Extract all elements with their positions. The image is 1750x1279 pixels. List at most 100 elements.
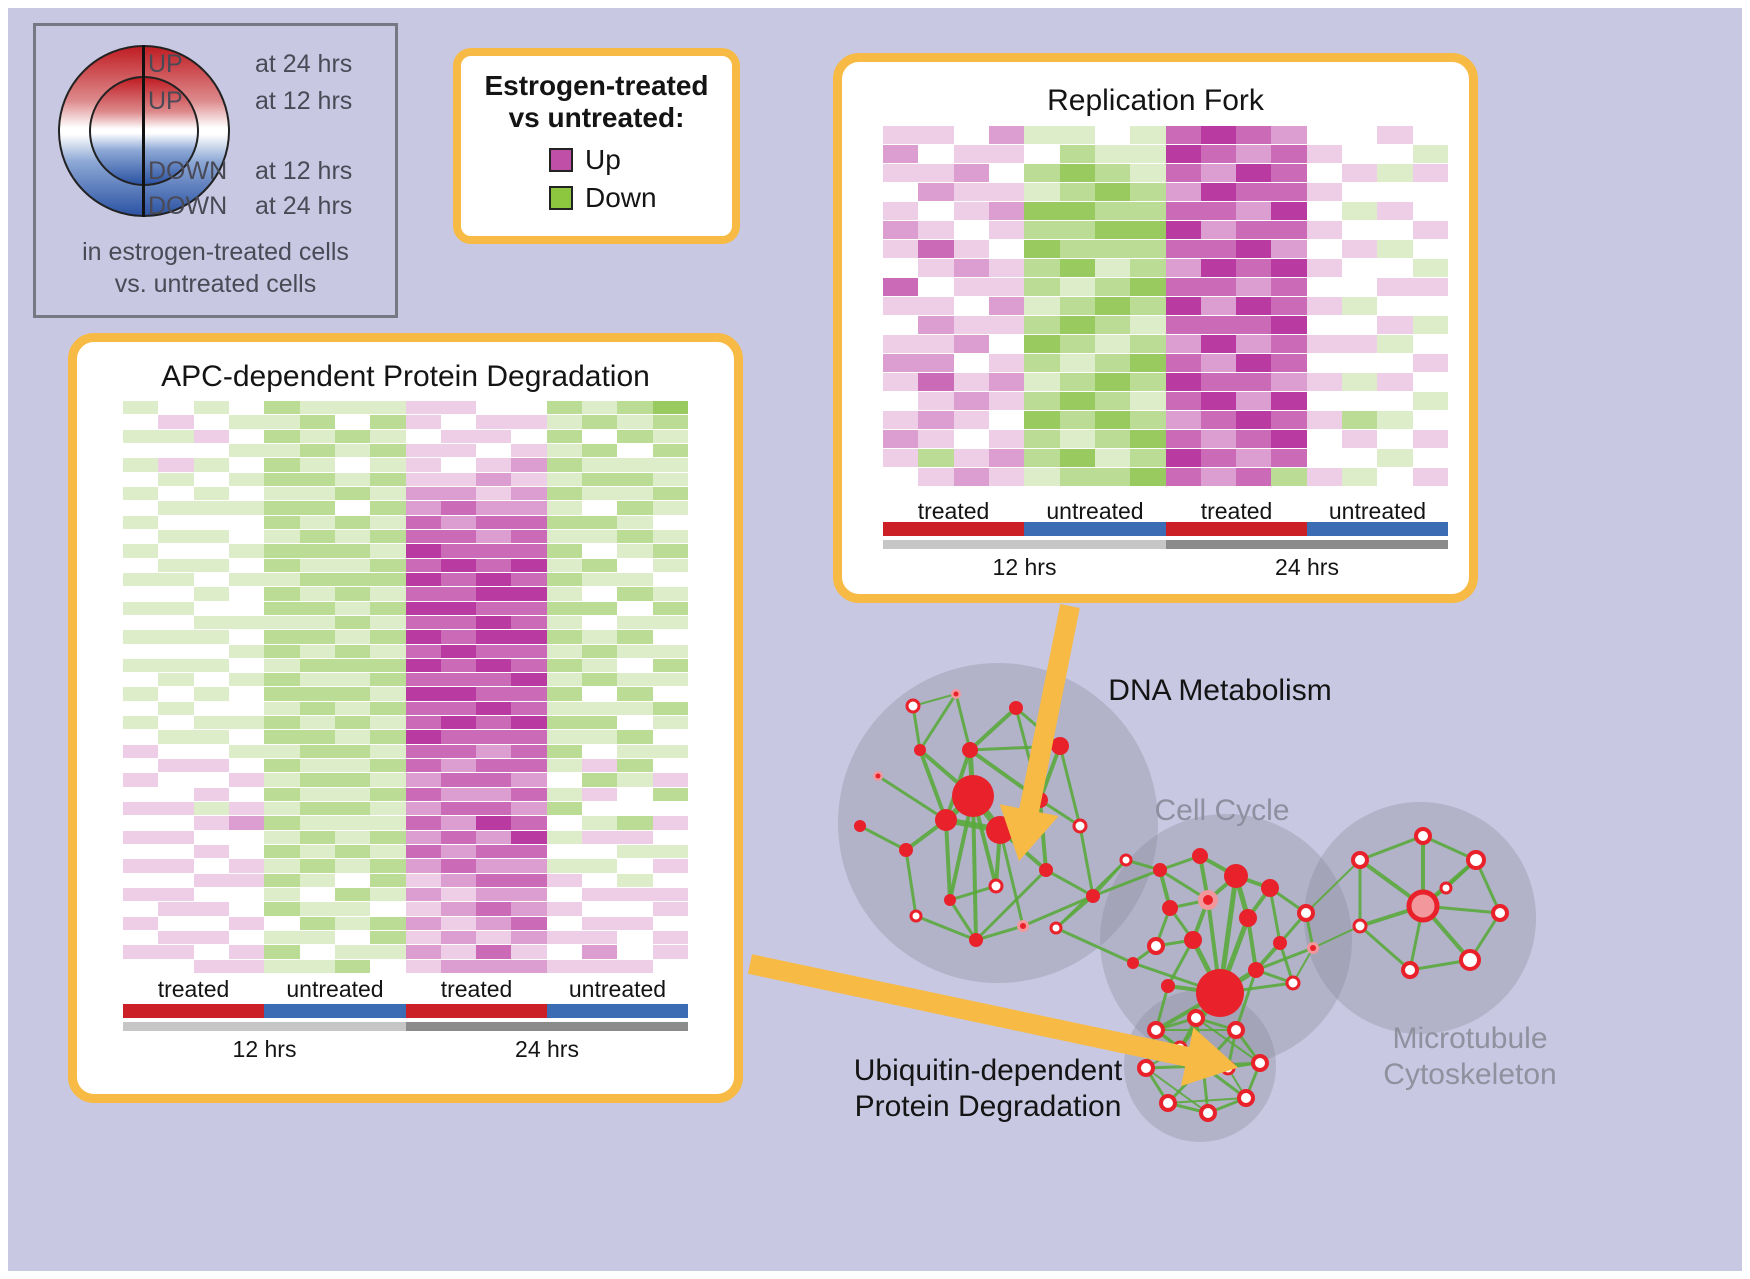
heatmap-cell [123, 744, 159, 759]
heatmap-cell [264, 572, 300, 587]
heatmap-cell [1236, 259, 1272, 277]
heatmap-cell [405, 501, 441, 515]
heatmap-cell [370, 816, 406, 830]
heatmap-cell [1342, 392, 1378, 410]
heatmap-cell [511, 916, 547, 931]
heatmap-cell [123, 458, 159, 472]
heatmap-cell [264, 859, 300, 873]
heatmap-cell [405, 458, 441, 472]
heatmap-cell [123, 558, 159, 572]
heatmap-cell [511, 687, 547, 701]
heatmap-cell [617, 558, 653, 572]
heatmap-cell [158, 816, 194, 830]
heatmap-cell [476, 687, 512, 701]
heatmap-cell [1306, 392, 1343, 410]
heatmap-cell [918, 183, 954, 201]
annotation-arrow [747, 954, 1238, 1087]
heatmap-cell [546, 931, 583, 945]
heatmap-cell [123, 759, 159, 773]
ring-divider-line [142, 45, 145, 217]
heatmap-cell [1306, 202, 1343, 220]
heatmap-cell [652, 759, 688, 773]
heatmap-cell [652, 773, 688, 787]
network-edge [904, 849, 918, 917]
heatmap-cell [1024, 411, 1060, 429]
heatmap-cell [1059, 145, 1095, 163]
heatmap-cell [334, 802, 371, 816]
heatmap-cell [652, 544, 688, 558]
heatmap-cell [370, 429, 406, 443]
heatmap-cell [1130, 145, 1166, 163]
heatmap-cell [299, 701, 335, 716]
heatmap-cell [617, 773, 653, 787]
heatmap-cell [1412, 430, 1448, 448]
heatmap-cell [652, 873, 688, 888]
heatmap-cell [1130, 221, 1166, 239]
network-edge [1359, 924, 1411, 972]
heatmap-cell [476, 601, 512, 615]
heatmap-cell [918, 449, 954, 467]
heatmap-cell [1059, 316, 1095, 334]
heatmap-cell [652, 859, 688, 873]
heatmap-cell [264, 544, 300, 558]
apc-heatmap [123, 401, 688, 973]
heatmap-cell [123, 830, 159, 845]
heatmap-cell [1412, 373, 1448, 391]
heatmap-cell [617, 802, 653, 816]
heatmap-cell [370, 630, 406, 644]
heatmap-cell [299, 931, 335, 945]
heatmap-cell [582, 787, 618, 802]
heatmap-cell [1271, 373, 1307, 391]
heatmap-cell [1200, 316, 1237, 334]
heatmap-cell [1059, 126, 1095, 144]
heatmap-cell [1130, 183, 1166, 201]
network-edge [918, 693, 958, 751]
heatmap-cell [299, 959, 335, 973]
treated-bar [123, 1004, 264, 1018]
heatmap-cell [264, 601, 300, 615]
heatmap-cell [918, 411, 954, 429]
heatmap-cell [405, 630, 441, 644]
heatmap-cell [370, 945, 406, 959]
heatmap-cell [123, 873, 159, 888]
heatmap-cell [476, 859, 512, 873]
heatmap-cell [918, 259, 954, 277]
heatmap-cell [617, 744, 653, 759]
heatmap-cell [511, 486, 547, 501]
heatmap-cell [511, 888, 547, 902]
heatmap-cell [370, 716, 406, 730]
heatmap-cell [546, 888, 583, 902]
heatmap-cell [617, 931, 653, 945]
network-node-core [1020, 923, 1026, 929]
heatmap-cell [370, 687, 406, 701]
network-edge [949, 884, 997, 902]
cluster-label-cell_cycle: Cell Cycle [1154, 794, 1289, 827]
replication-fork-title: Replication Fork [1047, 84, 1264, 117]
heatmap-cell [123, 787, 159, 802]
heatmap-cell [652, 730, 688, 744]
heatmap-cell [1024, 373, 1060, 391]
heatmap-cell [953, 354, 989, 372]
heatmap-cell [193, 501, 229, 515]
heatmap-cell [652, 744, 688, 759]
heatmap-cell [228, 630, 265, 644]
heatmap-cell [918, 297, 954, 315]
heatmap-cell [334, 572, 371, 587]
replication-fork-heatmap [883, 126, 1448, 486]
network-node [1248, 962, 1264, 978]
heatmap-cell [228, 845, 265, 859]
heatmap-cell [1306, 297, 1343, 315]
heatmap-cell [264, 701, 300, 716]
heatmap-cell [334, 630, 371, 644]
heatmap-cell [228, 486, 265, 501]
heatmap-cell [334, 587, 371, 601]
heatmap-cell [440, 816, 477, 830]
heatmap-cell [299, 558, 335, 572]
heatmap-cell [158, 615, 194, 630]
heatmap-cell [1412, 411, 1448, 429]
heatmap-cell [1200, 335, 1237, 353]
heatmap-cell [370, 916, 406, 931]
heatmap-cell [1024, 259, 1060, 277]
up-swatch [549, 148, 573, 172]
heatmap-cell [228, 687, 265, 701]
